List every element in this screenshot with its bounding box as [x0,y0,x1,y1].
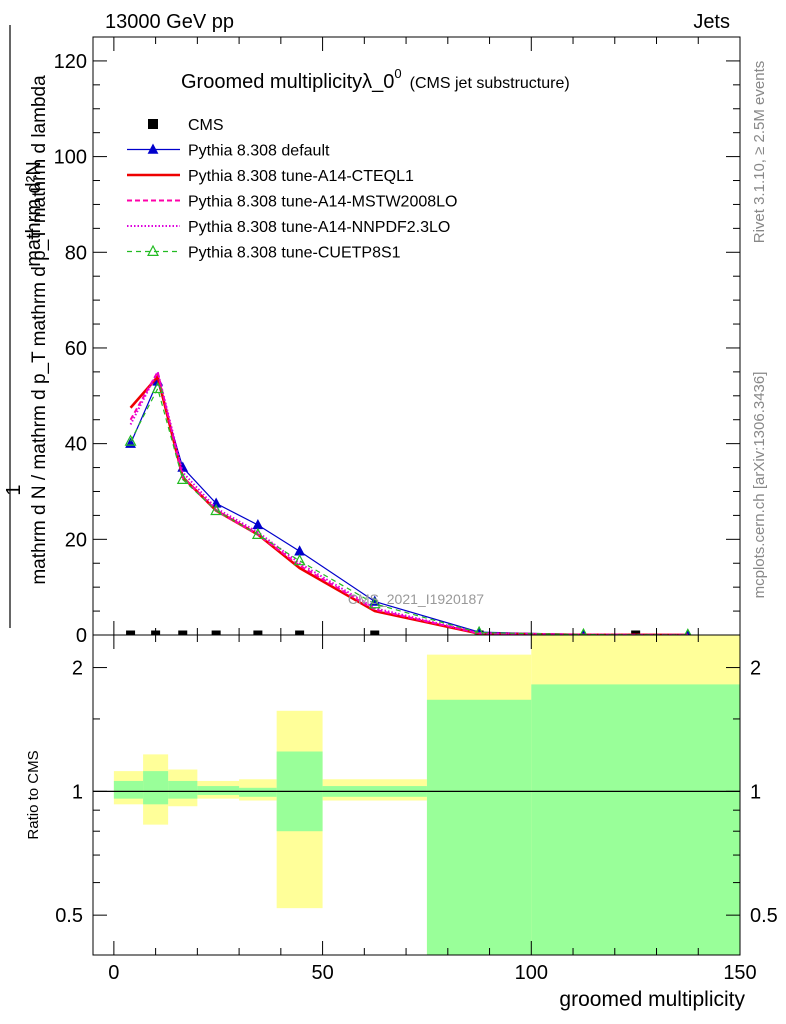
ratio-y-axis-label: Ratio to CMS [25,750,42,839]
data-point [370,630,380,635]
legend-item: Pythia 8.308 tune-A14-CTEQL1 [127,168,414,185]
legend-label: Pythia 8.308 tune-A14-CTEQL1 [188,168,414,185]
data-point [631,630,641,635]
data-point [253,630,263,635]
process-label: Jets [693,11,730,33]
ylabel-numerator-2: mathrm d²N [23,161,45,267]
uncertainty-band-inner [143,771,169,805]
x-tick-label: 0 [108,962,119,984]
ylabel-denominator: mathrm d N / mathrm d p_T mathrm d p_T m… [29,75,50,585]
data-point [124,434,137,446]
uncertainty-band-inner [239,787,277,797]
data-point [176,472,189,484]
x-axis-label: groomed multiplicity [559,988,745,1011]
ratio-y-tick-label: 0.5 [55,905,83,927]
uncertainty-band-inner [197,786,240,795]
legend-item: Pythia 8.308 default [127,143,330,160]
main-panel: 0 20 40 60 80 100 120 CMS_2021_I1920187 Groome… [54,36,741,647]
legend-item: Pythia 8.308 tune-A14-NNPDF2.3LO [127,219,450,236]
y-tick-label: 0 [76,625,87,647]
ratio-y-tick-label-right: 2 [750,658,761,680]
legend: CMS Pythia 8.308 default Pythia 8.308 tune… [127,117,457,262]
data-point [579,627,588,635]
legend-label: Pythia 8.308 tune-A14-MSTW2008LO [188,194,457,211]
ratio-panel: 0.5 0.5 1 1 2 2 [55,634,778,956]
data-point [251,527,264,539]
y-tick-label: 60 [65,338,87,360]
data-point [474,625,484,635]
main-y-axis-label: 1 mathrm d²N mathrm d N / mathrm d p_T m… [3,25,50,628]
uncertainty-band-inner [113,780,144,799]
x-tick-label: 50 [311,962,333,984]
data-point [294,545,306,556]
data-point [293,554,306,566]
y-tick-label: 100 [54,147,87,169]
legend-marker [147,143,159,154]
y-tick-label: 40 [65,434,87,456]
legend-swatch [148,119,158,129]
ratio-y-tick-label: 2 [72,658,83,680]
chart-title: Groomed multiplicityλ_00(CMS jet substru… [181,66,570,93]
legend-item: Pythia 8.308 tune-CUETP8S1 [127,245,401,262]
ylabel-numerator-1: 1 [3,484,25,495]
data-point [210,503,223,516]
legend-marker [147,244,159,256]
uncertainty-band-inner [426,699,532,955]
energy-label: 13000 GeV pp [105,11,234,33]
data-point [211,630,221,635]
ratio-y-tick-label-right: 0.5 [750,905,778,927]
data-point [368,597,381,609]
y-tick-label: 120 [54,51,87,73]
ratio-y-tick-label: 1 [72,781,83,803]
data-point [126,630,136,635]
uncertainty-band-inner [531,684,740,955]
data-point [684,628,692,635]
legend-label: CMS [188,117,224,134]
ratio-frame [92,634,741,956]
legend-label: Pythia 8.308 tune-A14-NNPDF2.3LO [188,219,450,236]
data-point [295,630,305,635]
legend-label: Pythia 8.308 tune-CUETP8S1 [188,245,401,262]
rivet-version-text: Rivet 3.1.10, ≥ 2.5M events [751,61,768,244]
legend-item: Pythia 8.308 tune-A14-MSTW2008LO [127,194,457,211]
y-tick-label: 80 [65,242,87,264]
mcplots-text: mcplots.cern.ch [arXiv:1306.3436] [751,372,768,599]
ratio-y-tick-label-right: 1 [750,781,761,803]
data-point [252,518,264,530]
y-tick-label: 20 [65,529,87,551]
data-point [151,381,164,394]
x-tick-label: 150 [723,962,756,984]
x-tick-label: 100 [515,962,548,984]
analysis-watermark: CMS_2021_I1920187 [348,591,484,607]
legend-item: CMS [148,117,224,134]
uncertainty-band-inner [168,780,198,799]
data-point [178,630,188,635]
legend-label: Pythia 8.308 default [188,143,330,160]
